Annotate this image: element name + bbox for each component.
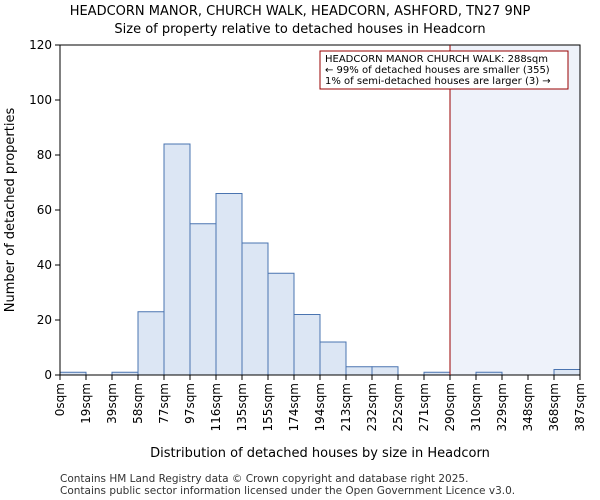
y-tick-label-60: 60 — [37, 203, 52, 217]
x-tick-label-15: 290sqm — [443, 383, 457, 431]
x-tick-label-12: 232sqm — [365, 383, 379, 431]
x-tick-label-8: 155sqm — [261, 383, 275, 431]
bar-4 — [163, 143, 191, 376]
bar-8 — [267, 272, 295, 376]
y-tick-label-0: 0 — [44, 368, 52, 382]
bar-9 — [293, 314, 321, 376]
bar-10 — [319, 341, 347, 376]
footer-line-1: Contains HM Land Registry data © Crown c… — [60, 473, 469, 485]
x-tick-label-2: 39sqm — [105, 383, 119, 424]
x-axis-label: Distribution of detached houses by size … — [150, 446, 490, 461]
x-tick-label-16: 310sqm — [469, 383, 483, 431]
x-tick-label-17: 329sqm — [495, 383, 509, 431]
bar-7 — [241, 242, 269, 376]
x-tick-label-11: 213sqm — [339, 383, 353, 431]
y-tick-label-100: 100 — [29, 93, 52, 107]
x-tick-label-0: 0sqm — [53, 383, 67, 416]
bar-6 — [215, 193, 243, 376]
bar-11 — [345, 366, 373, 376]
chart-title: HEADCORN MANOR, CHURCH WALK, HEADCORN, A… — [69, 4, 531, 19]
bar-12 — [371, 366, 399, 376]
y-tick-label-40: 40 — [37, 258, 52, 272]
y-tick-label-20: 20 — [37, 313, 52, 327]
y-tick-label-120: 120 — [29, 38, 52, 52]
annotation-box — [319, 50, 569, 90]
x-tick-label-5: 97sqm — [183, 383, 197, 424]
x-tick-label-19: 368sqm — [547, 383, 561, 431]
x-tick-label-6: 116sqm — [209, 383, 223, 431]
x-tick-label-1: 19sqm — [79, 383, 93, 424]
x-tick-label-3: 58sqm — [131, 383, 145, 424]
x-tick-label-20: 387sqm — [573, 383, 587, 431]
x-tick-label-10: 194sqm — [313, 383, 327, 431]
x-tick-label-14: 271sqm — [417, 383, 431, 431]
x-tick-label-4: 77sqm — [157, 383, 171, 424]
bar-3 — [137, 311, 165, 376]
annotation-line-2: ← 99% of detached houses are smaller (35… — [325, 65, 550, 76]
x-tick-label-13: 252sqm — [391, 383, 405, 431]
y-tick-label-80: 80 — [37, 148, 52, 162]
x-tick-label-9: 174sqm — [287, 383, 301, 431]
annotation-line-3: 1% of semi-detached houses are larger (3… — [325, 76, 551, 87]
annotation-line-1: HEADCORN MANOR CHURCH WALK: 288sqm — [325, 54, 548, 65]
x-tick-label-7: 135sqm — [235, 383, 249, 431]
footer-line-2: Contains public sector information licen… — [60, 485, 516, 497]
highlight-region — [450, 45, 580, 375]
chart-subtitle: Size of property relative to detached ho… — [114, 22, 486, 37]
x-tick-label-18: 348sqm — [521, 383, 535, 431]
y-axis-label: Number of detached properties — [3, 108, 18, 313]
bar-5 — [189, 223, 217, 376]
bar-19 — [553, 369, 581, 376]
